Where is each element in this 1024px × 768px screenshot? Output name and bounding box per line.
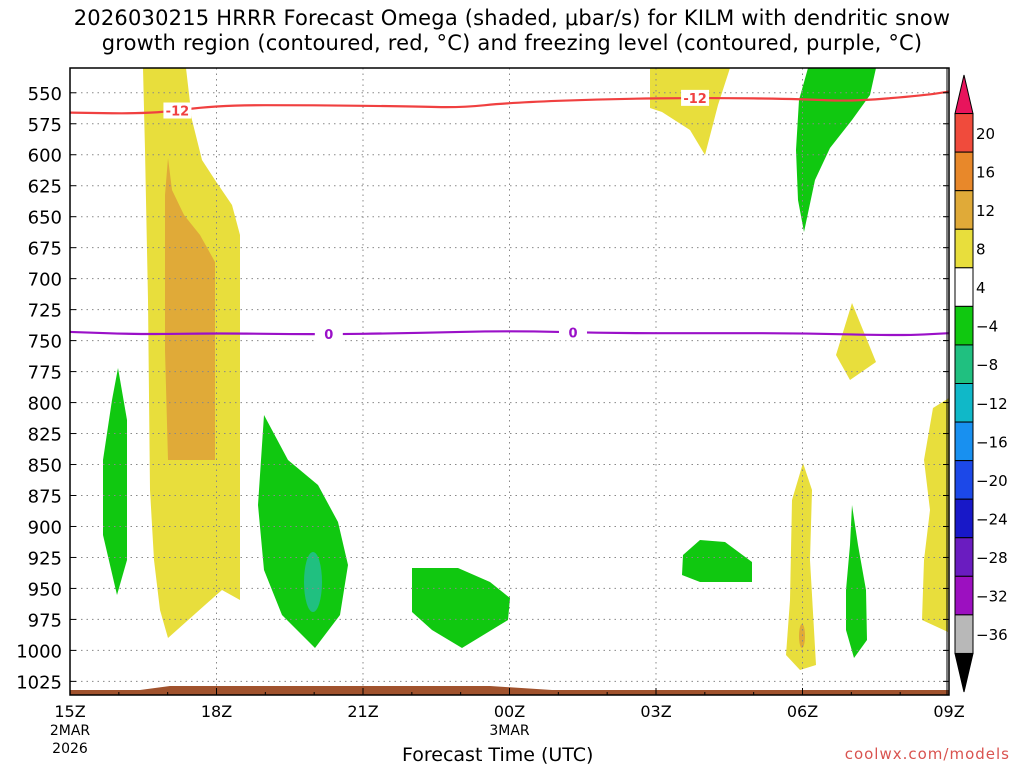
contour-label-bg [314,326,343,343]
contour-label-bg [163,102,192,119]
y-tick-label-950: 950 [28,579,62,600]
colorbar-swatch [954,267,974,307]
y-tick-label-775: 775 [28,363,62,384]
y-tick-label-800: 800 [28,394,62,415]
omega-area-teal-core [304,552,322,612]
y-tick-label-925: 925 [28,548,62,569]
x-axis: 15Z 2MAR 2026 18Z 21Z 00Z 3MAR 03Z 06Z 09Z [50,688,965,757]
plot-frame [69,67,950,696]
contour-label: -12 [166,105,190,120]
colorbar-label: 4 [976,279,986,297]
x-tick-label-03Z: 03Z [640,702,671,721]
y-tick-label-750: 750 [28,332,62,353]
colorbar-swatch [954,344,974,384]
colorbar-swatch [954,113,974,153]
y-tick-label-625: 625 [28,177,62,198]
omega-area-green-04z [682,540,752,582]
colorbar-label: −36 [976,626,1008,644]
y-tick-label-900: 900 [28,517,62,538]
x-tick-sublabel-3MAR: 3MAR [489,723,530,739]
colorbar-label: 20 [976,125,995,143]
chart-title-line2: growth region (contoured, red, °C) and f… [101,31,923,55]
x-tick-label-09Z: 09Z [933,702,964,721]
y-tick-label-700: 700 [28,270,62,291]
colorbar-swatch [954,498,974,539]
colorbar-label: 12 [976,202,995,220]
y-tick-label-550: 550 [28,84,62,105]
gridlines [70,68,949,695]
y-tick-label-875: 875 [28,487,62,508]
colorbar-label: −8 [976,356,998,374]
x-tick-label-18Z: 18Z [201,702,232,721]
colorbar-swatch [954,575,974,616]
y-tick-label-575: 575 [28,115,62,136]
colorbar-label: −28 [976,549,1008,567]
y-tick-label-650: 650 [28,208,62,229]
credit-text: coolwx.com/models [844,745,1010,763]
colorbar-label: −32 [976,588,1008,606]
contour-label-bg [681,89,710,106]
contour-label-bg [558,324,587,341]
contour-line-freezing [70,330,949,337]
colorbar-swatch [954,151,974,192]
colorbar-cap-top [954,74,974,115]
colorbar-label: −16 [976,433,1008,451]
colorbar-swatch [954,460,974,500]
colorbar-label: −20 [976,472,1008,490]
colorbar-swatch [954,228,974,269]
colorbar-label: −4 [976,318,998,336]
x-tick-label-21Z: 21Z [347,702,378,721]
omega-area-green-23z [412,568,510,648]
y-tick-label-725: 725 [28,301,62,322]
omega-area-green-07z [846,505,867,658]
colorbar-label: −24 [976,510,1008,528]
x-tick-label-00Z: 00Z [494,702,525,721]
chart-title-line1: 2026030215 HRRR Forecast Omega (shaded, … [73,6,951,30]
colorbar-swatch [954,305,974,346]
colorbar-label: 8 [976,241,986,259]
contour-label: -12 [683,92,707,107]
y-tick-label-675: 675 [28,239,62,260]
x-tick-label-06Z: 06Z [787,702,818,721]
y-tick-label-1025: 1025 [16,672,62,693]
x-tick-sublabel-2026: 2026 [52,741,88,757]
colorbar: 20 16 12 8 4 −4 −8 −12 −16 −20 −24 −28 −32 −36 [954,74,1008,693]
contour-label: 0 [568,326,577,341]
x-tick-label-15Z: 15Z [54,702,85,721]
omega-area-yellow-upper [650,68,730,155]
omega-area-yellow-small [836,303,876,380]
omega-area-green-20z [258,415,348,648]
y-tick-label-825: 825 [28,425,62,446]
y-tick-label-1000: 1000 [16,641,62,662]
colorbar-swatch [954,421,974,462]
y-tick-label-600: 600 [28,146,62,167]
colorbar-swatch [954,190,974,230]
chart-title: 2026030215 HRRR Forecast Omega (shaded, … [0,6,1024,56]
colorbar-swatch [954,383,974,423]
omega-area-green-upper [796,68,876,232]
contour-label: 0 [324,328,333,343]
omega-area-orange-core [165,158,215,460]
omega-area-green-16z [103,368,127,595]
colorbar-cap-bottom [954,652,974,693]
colorbar-label: −12 [976,395,1008,413]
y-tick-label-850: 850 [28,456,62,477]
y-tick-label-975: 975 [28,610,62,631]
temperature-contours: -12 -12 0 0 [70,89,949,343]
x-tick-sublabel-2MAR: 2MAR [50,723,91,739]
y-axis: 550 575 600 625 650 675 700 725 750 775 800 825 850 8… [16,84,949,693]
colorbar-swatch [954,614,974,654]
omega-shading [70,68,949,695]
x-axis-title: Forecast Time (UTC) [402,744,594,766]
omega-area-yellow-09z [922,398,949,632]
colorbar-label: 16 [976,163,995,181]
omega-area-yellow-06z [786,463,816,670]
colorbar-swatch [954,537,974,577]
